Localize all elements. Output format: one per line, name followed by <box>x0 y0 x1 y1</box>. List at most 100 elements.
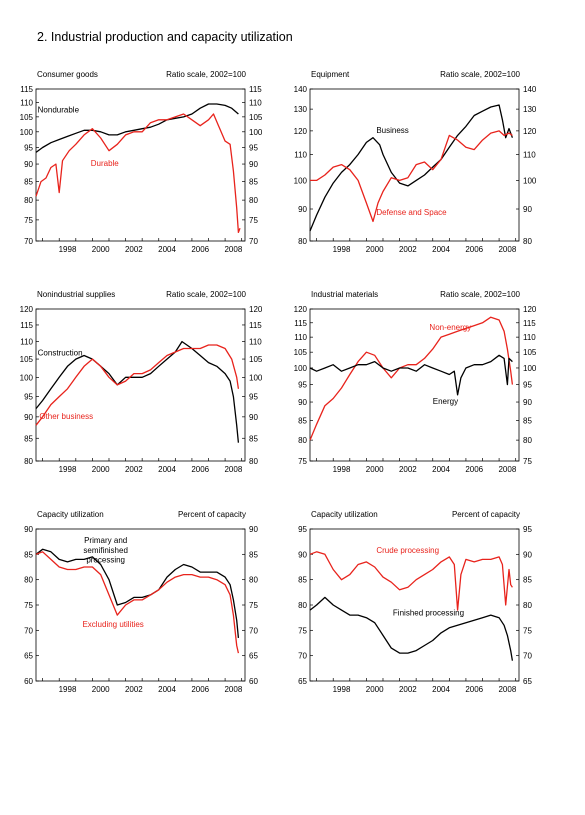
y-tick-label-left: 110 <box>20 338 33 347</box>
x-tick-label: 2002 <box>125 465 143 474</box>
y-tick-label-left: 80 <box>24 576 33 585</box>
y-tick-label-right: 90 <box>523 550 532 559</box>
x-tick-label: 2004 <box>158 685 176 694</box>
plot-frame <box>35 528 246 682</box>
x-tick-label: 2000 <box>366 465 384 474</box>
series-label: Excluding utilities <box>82 620 143 629</box>
y-tick-label-right: 75 <box>523 457 532 466</box>
chart-title: Industrial materials <box>311 290 378 299</box>
y-tick-label-left: 85 <box>24 434 33 443</box>
plot-frame <box>309 308 520 462</box>
y-tick-label-right: 120 <box>523 305 537 314</box>
series-line-1 <box>35 340 240 443</box>
y-tick-label-right: 90 <box>249 160 258 169</box>
y-tick-label-left: 75 <box>24 601 33 610</box>
x-tick-label: 2000 <box>92 465 110 474</box>
y-tick-label-right: 115 <box>249 321 262 330</box>
chart-unit-label: Ratio scale, 2002=100 <box>166 70 246 79</box>
y-tick-label-left: 95 <box>298 525 307 534</box>
y-tick-label-right: 95 <box>523 381 532 390</box>
y-tick-label-left: 115 <box>20 85 33 94</box>
y-tick-label-right: 75 <box>523 626 532 635</box>
chart-title: Capacity utilization <box>37 510 104 519</box>
y-tick-label-left: 110 <box>20 99 33 108</box>
y-tick-label-left: 120 <box>20 305 34 314</box>
y-tick-label-right: 115 <box>523 319 536 328</box>
y-tick-label-right: 95 <box>249 143 258 152</box>
series-label: Finished processing <box>393 609 464 618</box>
series-label: Construction <box>38 349 83 358</box>
y-tick-label-right: 65 <box>249 652 258 661</box>
y-tick-label-right: 80 <box>249 457 258 466</box>
y-tick-label-right: 140 <box>523 85 537 94</box>
y-tick-label-right: 75 <box>249 601 258 610</box>
y-tick-label-right: 85 <box>249 434 258 443</box>
series-label: Nondurable <box>38 106 80 115</box>
y-tick-label-left: 70 <box>298 652 307 661</box>
series-label: Defense and Space <box>376 208 447 217</box>
y-tick-label-left: 60 <box>24 677 33 686</box>
y-tick-label-right: 85 <box>249 178 258 187</box>
y-tick-label-left: 90 <box>298 550 307 559</box>
x-tick-label: 2008 <box>498 245 516 254</box>
x-tick-label: 2008 <box>498 685 516 694</box>
y-tick-label-right: 110 <box>249 338 262 347</box>
y-tick-label-left: 75 <box>298 457 307 466</box>
y-tick-label-right: 85 <box>523 417 532 426</box>
x-tick-label: 1998 <box>59 465 77 474</box>
y-tick-label-right: 120 <box>249 305 263 314</box>
series-label: processing <box>86 555 125 564</box>
y-tick-label-left: 70 <box>24 237 33 246</box>
x-tick-label: 2002 <box>399 245 417 254</box>
series-label: Non-energy <box>429 323 471 332</box>
series-line-2 <box>309 596 514 661</box>
x-tick-label: 1998 <box>59 685 77 694</box>
series-line-1 <box>309 104 514 232</box>
chart-title: Equipment <box>311 70 350 79</box>
x-tick-label: 2004 <box>158 245 176 254</box>
y-tick-label-left: 100 <box>20 373 34 382</box>
series-line-2 <box>35 344 240 426</box>
series-line-2 <box>309 354 513 396</box>
y-tick-label-left: 85 <box>24 178 33 187</box>
y-tick-label-left: 85 <box>24 550 33 559</box>
series-label: Other business <box>39 412 93 421</box>
chart-unit-label: Ratio scale, 2002=100 <box>440 70 520 79</box>
x-tick-label: 2000 <box>366 685 384 694</box>
series-line-2 <box>35 551 240 654</box>
y-tick-label-right: 110 <box>249 99 262 108</box>
series-line-1 <box>309 551 513 611</box>
chart-4: Industrial materials Ratio scale, 2002=10… <box>294 290 537 474</box>
x-tick-label: 2006 <box>465 465 483 474</box>
y-tick-label-right: 60 <box>249 677 258 686</box>
y-tick-label-right: 90 <box>249 525 258 534</box>
x-tick-label: 2004 <box>158 465 176 474</box>
y-tick-label-right: 90 <box>249 413 258 422</box>
y-tick-label-left: 120 <box>294 127 308 136</box>
y-tick-label-right: 75 <box>249 216 258 225</box>
series-line-2 <box>35 113 241 234</box>
y-tick-label-right: 100 <box>249 373 263 382</box>
x-tick-label: 1998 <box>333 685 351 694</box>
y-tick-label-right: 130 <box>523 105 537 114</box>
y-tick-label-left: 85 <box>298 417 307 426</box>
y-tick-label-left: 80 <box>298 601 307 610</box>
y-tick-label-left: 90 <box>24 413 33 422</box>
y-tick-label-left: 90 <box>298 205 307 214</box>
y-tick-label-right: 105 <box>523 348 537 357</box>
y-tick-label-left: 85 <box>298 576 307 585</box>
y-tick-label-left: 140 <box>294 85 308 94</box>
series-line-2 <box>310 130 513 223</box>
y-tick-label-left: 95 <box>24 393 33 402</box>
chart-1: Consumer goods Ratio scale, 2002=100 70 70 7… <box>20 70 263 254</box>
x-tick-label: 2006 <box>191 685 209 694</box>
chart-unit-label: Percent of capacity <box>178 510 246 519</box>
y-tick-label-left: 90 <box>298 398 307 407</box>
x-tick-label: 1998 <box>333 245 351 254</box>
x-tick-label: 2004 <box>432 245 450 254</box>
y-tick-label-left: 80 <box>298 237 307 246</box>
y-tick-label-right: 80 <box>523 601 532 610</box>
y-tick-label-right: 70 <box>523 652 532 661</box>
y-tick-label-left: 65 <box>298 677 307 686</box>
